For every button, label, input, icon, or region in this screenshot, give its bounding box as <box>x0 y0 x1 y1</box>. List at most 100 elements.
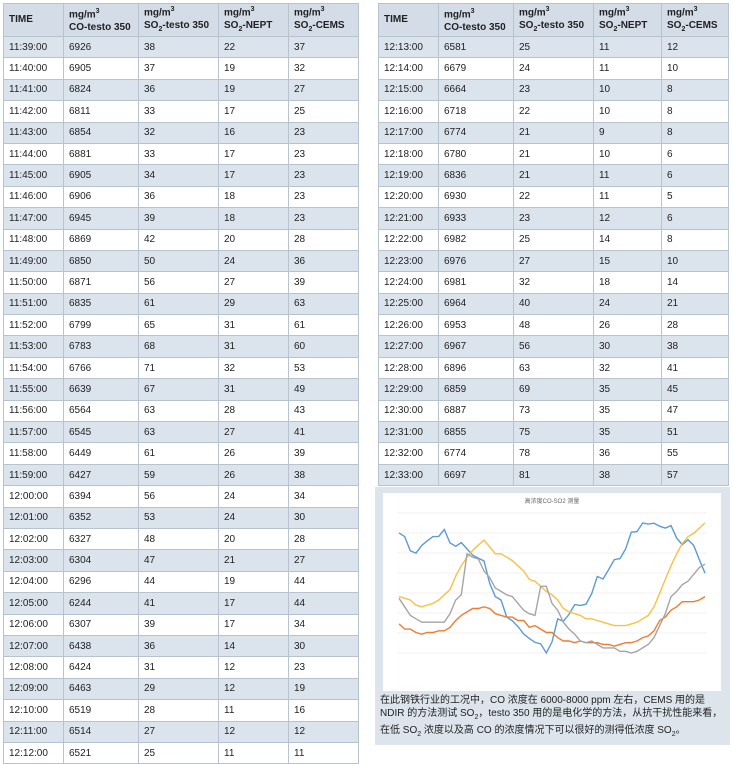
cell: 11 <box>218 741 289 764</box>
cell: 6811 <box>63 100 139 123</box>
cell: 22 <box>513 100 594 123</box>
cell: 21 <box>661 292 729 316</box>
cell: 12:33:00 <box>378 463 439 487</box>
cell: 16 <box>218 121 289 144</box>
name-text: -CEMS <box>685 19 718 31</box>
row: 12:29:00 6859 69 35 45 <box>378 378 729 401</box>
row: 12:00:00 6394 56 24 34 <box>3 485 359 508</box>
cell: 6519 <box>63 699 139 722</box>
cell: 21 <box>513 142 594 166</box>
cell: 23 <box>288 656 359 679</box>
unit-exp: 3 <box>545 6 550 14</box>
cell: 11:50:00 <box>3 271 64 294</box>
cell: 12:12:00 <box>3 741 64 764</box>
cell: 27 <box>288 549 359 572</box>
cell: 12:04:00 <box>3 570 64 594</box>
cell: 6967 <box>438 335 514 358</box>
cell: 11:48:00 <box>3 228 64 251</box>
cell: 56 <box>513 335 594 358</box>
unit-exp: 3 <box>625 6 630 14</box>
cell: 11:44:00 <box>3 142 64 166</box>
cell: 63 <box>138 421 219 444</box>
cell: 23 <box>288 164 359 187</box>
cell: 60 <box>288 335 359 358</box>
cell: 45 <box>661 378 729 401</box>
cell: 23 <box>288 142 359 166</box>
cell: 6 <box>661 164 729 187</box>
cell: 10 <box>593 142 662 166</box>
cell: 12:26:00 <box>378 314 439 337</box>
cell: 37 <box>288 35 359 59</box>
cell: 28 <box>661 314 729 337</box>
name-text: -testo 350 <box>162 19 210 31</box>
row: 11:48:00 6869 42 20 28 <box>3 228 359 251</box>
cell: 30 <box>288 634 359 658</box>
cell: 11:39:00 <box>3 35 64 59</box>
cell: 6296 <box>63 570 139 594</box>
cell: 56 <box>138 271 219 294</box>
cell: 12:30:00 <box>378 399 439 423</box>
name-text: -NEPT <box>242 19 273 31</box>
cell: 11:53:00 <box>3 335 64 358</box>
cell: 33 <box>138 142 219 166</box>
row: 11:56:00 6564 63 28 43 <box>3 399 359 423</box>
subscript: 2 <box>308 25 313 33</box>
cell: 6438 <box>63 634 139 658</box>
unit-text: mg/m <box>224 7 251 19</box>
cell: 75 <box>513 421 594 444</box>
cell: 6766 <box>63 356 139 380</box>
unit-text: mg/m <box>294 7 321 19</box>
cell: 63 <box>138 399 219 423</box>
cell: 12:23:00 <box>378 249 439 273</box>
cell: 29 <box>138 677 219 701</box>
cell: 35 <box>593 378 662 401</box>
header-cell: TIME <box>3 3 64 37</box>
cell: 35 <box>593 399 662 423</box>
row: 12:33:00 6697 81 38 57 <box>378 463 729 487</box>
cell: 53 <box>138 506 219 529</box>
row: 11:42:00 6811 33 17 25 <box>3 100 359 123</box>
cell: 12:11:00 <box>3 720 64 743</box>
cell: 34 <box>288 613 359 636</box>
cell: 12:15:00 <box>378 78 439 102</box>
cell: 26 <box>218 463 289 487</box>
row: 11:58:00 6449 61 26 39 <box>3 442 359 465</box>
subscript: 2 <box>671 731 676 738</box>
unit-exp: 3 <box>170 6 175 14</box>
cell: 11:56:00 <box>3 399 64 423</box>
name-text: SO <box>144 19 159 31</box>
cell: 6835 <box>63 292 139 316</box>
header-cell: TIME <box>378 3 439 37</box>
cell: 44 <box>288 570 359 594</box>
cell: 19 <box>218 78 289 102</box>
cell: 8 <box>661 100 729 123</box>
cell: 10 <box>661 57 729 80</box>
row: 11:41:00 6824 36 19 27 <box>3 78 359 102</box>
cell: 55 <box>661 442 729 465</box>
cell: 26 <box>218 442 289 465</box>
cell: 17 <box>218 142 289 166</box>
cell: 6564 <box>63 399 139 423</box>
cell: 42 <box>138 228 219 251</box>
cell: 6964 <box>438 292 514 316</box>
cell: 61 <box>138 442 219 465</box>
unit-exp: 3 <box>250 6 255 14</box>
cell: 14 <box>593 228 662 251</box>
cell: 6774 <box>438 121 514 144</box>
unit: mg/m3 <box>667 5 728 20</box>
cell: 11:42:00 <box>3 100 64 123</box>
cell: 6327 <box>63 527 139 551</box>
header-cell: mg/m3 SO2-CEMS <box>288 3 359 37</box>
cell: 12 <box>288 720 359 743</box>
cell: 24 <box>593 292 662 316</box>
cell: 18 <box>218 185 289 209</box>
cell: 6639 <box>63 378 139 401</box>
row: 11:53:00 6783 68 31 60 <box>3 335 359 358</box>
series-line <box>398 522 706 655</box>
cell: 15 <box>593 249 662 273</box>
unit-text: mg/m <box>69 9 96 21</box>
cell: 47 <box>661 399 729 423</box>
cell: 6869 <box>63 228 139 251</box>
left-table: TIME mg/m3 CO-testo 350 mg/m3 SO2-testo 350 m… <box>3 3 359 764</box>
cell: 6521 <box>63 741 139 764</box>
